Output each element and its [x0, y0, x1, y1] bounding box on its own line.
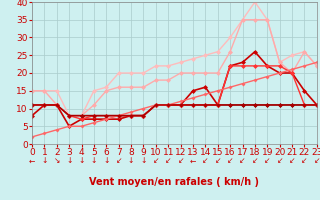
Text: ↙: ↙ [314, 156, 320, 165]
Text: ↙: ↙ [289, 156, 295, 165]
Text: ↘: ↘ [53, 156, 60, 165]
Text: ↙: ↙ [165, 156, 172, 165]
Text: ←: ← [190, 156, 196, 165]
Text: ↙: ↙ [276, 156, 283, 165]
Text: ↓: ↓ [103, 156, 109, 165]
Text: ↓: ↓ [91, 156, 97, 165]
Text: ↙: ↙ [264, 156, 270, 165]
Text: ↙: ↙ [153, 156, 159, 165]
Text: ↓: ↓ [41, 156, 48, 165]
Text: ↙: ↙ [252, 156, 258, 165]
Text: ↓: ↓ [140, 156, 147, 165]
Text: ↙: ↙ [202, 156, 209, 165]
Text: ↙: ↙ [177, 156, 184, 165]
Text: ↙: ↙ [214, 156, 221, 165]
Text: ↓: ↓ [128, 156, 134, 165]
Text: ↙: ↙ [301, 156, 308, 165]
Text: ←: ← [29, 156, 35, 165]
X-axis label: Vent moyen/en rafales ( km/h ): Vent moyen/en rafales ( km/h ) [89, 177, 260, 187]
Text: ↓: ↓ [66, 156, 72, 165]
Text: ↙: ↙ [116, 156, 122, 165]
Text: ↙: ↙ [227, 156, 233, 165]
Text: ↓: ↓ [78, 156, 85, 165]
Text: ↙: ↙ [239, 156, 246, 165]
